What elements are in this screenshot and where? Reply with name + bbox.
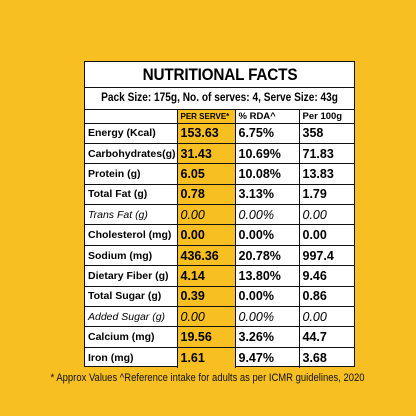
footnote-text: * Approx Values ^Reference intake for ad… <box>50 372 365 384</box>
nutrient-name: Added Sugar (g) <box>85 306 178 328</box>
rda-value: 9.47% <box>235 347 300 368</box>
nutrient-name: Energy (Kcal) <box>85 123 178 144</box>
table-row: Iron (mg) 1.61 9.47% 3.68 <box>85 347 354 368</box>
per-serve-value: 0.78 <box>177 184 236 206</box>
pack-info: Pack Size: 175g, No. of serves: 4, Serve… <box>85 88 354 110</box>
per-100g-value: 44.7 <box>299 326 354 348</box>
nutrient-name: Iron (mg) <box>85 347 178 368</box>
per-serve-value: 0.00 <box>177 306 236 328</box>
header-per-100g: Per 100g <box>299 110 354 124</box>
footnote: * Approx Values ^Reference intake for ad… <box>0 372 416 384</box>
nutrient-name: Total Fat (g) <box>85 184 178 206</box>
nutrient-name: Dietary Fiber (g) <box>85 265 178 287</box>
per-serve-value: 1.61 <box>177 347 236 368</box>
header-per-serve: PER SERVE* <box>177 110 236 124</box>
nutrient-name: Calcium (mg) <box>85 326 178 348</box>
nutrition-table: PER SERVE* % RDA^ Per 100g Energy (Kcal)… <box>85 110 354 368</box>
rda-value: 0.00% <box>235 306 300 328</box>
nutrient-name: Carbohydrates(g) <box>85 143 178 165</box>
nutrient-name: Protein (g) <box>85 163 178 185</box>
table-row: Energy (Kcal) 153.63 6.75% 358 <box>85 123 354 144</box>
table-row: Total Fat (g) 0.78 3.13% 1.79 <box>85 184 354 206</box>
per-100g-value: 13.83 <box>299 163 354 185</box>
header-nutrient <box>85 110 178 124</box>
rda-value: 0.00% <box>235 224 300 246</box>
table-row: Dietary Fiber (g) 4.14 13.80% 9.46 <box>85 265 354 287</box>
per-serve-value: 19.56 <box>177 326 236 348</box>
rda-value: 3.13% <box>235 184 300 206</box>
nutrient-name: Trans Fat (g) <box>85 204 178 226</box>
rda-value: 20.78% <box>235 245 300 267</box>
per-100g-value: 0.86 <box>299 286 354 308</box>
per-100g-value: 1.79 <box>299 184 354 206</box>
per-serve-value: 4.14 <box>177 265 236 287</box>
per-100g-value: 0.00 <box>299 306 354 328</box>
rda-value: 6.75% <box>235 123 300 144</box>
per-100g-value: 0.00 <box>299 204 354 226</box>
rda-value: 0.00% <box>235 286 300 308</box>
nutrient-name: Cholesterol (mg) <box>85 224 178 246</box>
per-serve-value: 153.63 <box>177 123 236 144</box>
nutrient-name: Total Sugar (g) <box>85 286 178 308</box>
per-100g-value: 358 <box>299 123 354 144</box>
rda-value: 0.00% <box>235 204 300 226</box>
per-100g-value: 71.83 <box>299 143 354 165</box>
table-row: Calcium (mg) 19.56 3.26% 44.7 <box>85 326 354 348</box>
per-serve-value: 436.36 <box>177 245 236 267</box>
table-header-row: PER SERVE* % RDA^ Per 100g <box>85 110 354 124</box>
rda-value: 10.08% <box>235 163 300 185</box>
pack-info-text: Pack Size: 175g, No. of serves: 4, Serve… <box>101 92 338 104</box>
table-row: Carbohydrates(g) 31.43 10.69% 71.83 <box>85 143 354 165</box>
table-row: Trans Fat (g) 0.00 0.00% 0.00 <box>85 204 354 226</box>
rda-value: 10.69% <box>235 143 300 165</box>
table-row: Cholesterol (mg) 0.00 0.00% 0.00 <box>85 224 354 246</box>
table-row: Protein (g) 6.05 10.08% 13.83 <box>85 163 354 185</box>
nutrient-name: Sodium (mg) <box>85 245 178 267</box>
per-serve-value: 31.43 <box>177 143 236 165</box>
rda-value: 3.26% <box>235 326 300 348</box>
nutrition-title-text: NUTRITIONAL FACTS <box>142 65 297 84</box>
table-row: Total Sugar (g) 0.39 0.00% 0.86 <box>85 286 354 308</box>
per-serve-value: 6.05 <box>177 163 236 185</box>
per-100g-value: 3.68 <box>302 350 327 365</box>
per-100g-value: 9.46 <box>299 265 354 287</box>
per-serve-value: 0.39 <box>177 286 236 308</box>
per-serve-value: 0.00 <box>177 224 236 246</box>
per-100g-value: 997.4 <box>299 245 354 267</box>
table-row: Sodium (mg) 436.36 20.78% 997.4 <box>85 245 354 267</box>
header-rda: % RDA^ <box>235 110 300 124</box>
per-serve-value: 0.00 <box>177 204 236 226</box>
rda-value: 13.80% <box>235 265 300 287</box>
per-100g-value: 0.00 <box>299 224 354 246</box>
table-row: Added Sugar (g) 0.00 0.00% 0.00 <box>85 306 354 328</box>
nutrition-title: NUTRITIONAL FACTS <box>85 62 354 88</box>
nutrition-facts-panel: NUTRITIONAL FACTS Pack Size: 175g, No. o… <box>84 61 355 368</box>
